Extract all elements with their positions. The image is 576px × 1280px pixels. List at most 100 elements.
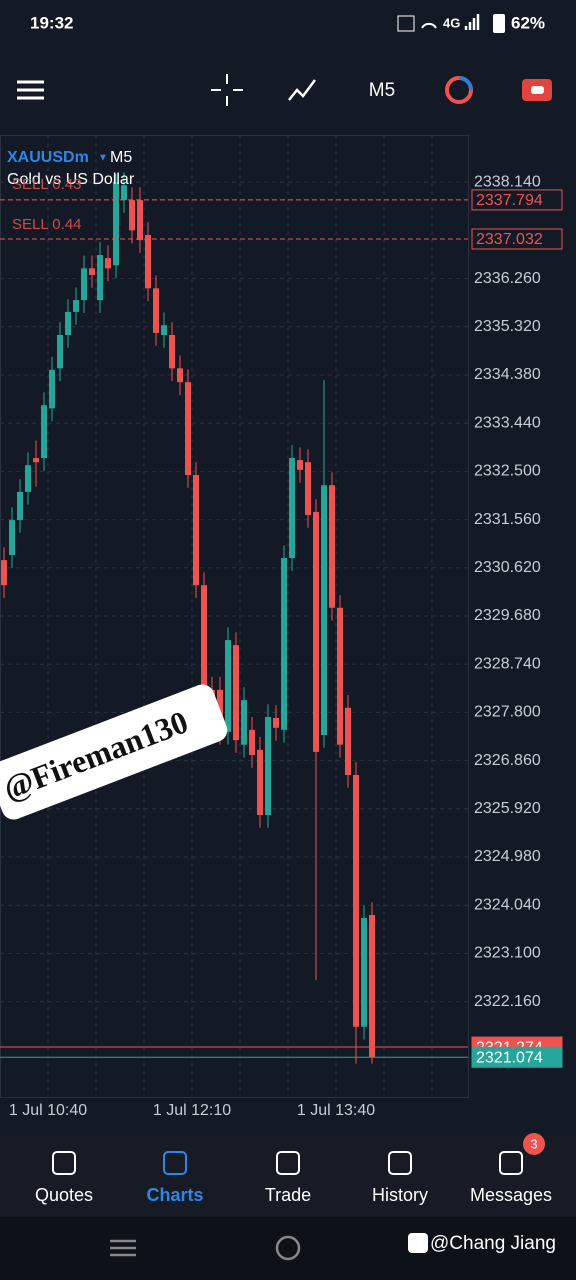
candle-body bbox=[145, 234, 151, 289]
candle-body bbox=[313, 511, 319, 752]
candle-body bbox=[305, 462, 311, 515]
x-tick-label: 1 Jul 10:40 bbox=[9, 1102, 87, 1119]
menu-button[interactable] bbox=[17, 80, 44, 100]
indicators-button[interactable] bbox=[288, 79, 316, 101]
nav-label[interactable]: Charts bbox=[146, 1185, 203, 1205]
candle-body bbox=[193, 474, 199, 586]
price-tag bbox=[471, 189, 563, 211]
candle-body bbox=[1, 560, 7, 586]
y-tick-label: 2332.500 bbox=[474, 463, 541, 480]
candle-body bbox=[121, 185, 127, 201]
y-tick-label: 2324.980 bbox=[474, 848, 541, 865]
network-type: 4G bbox=[443, 15, 460, 30]
nav-background bbox=[0, 1135, 576, 1217]
candle-body bbox=[281, 558, 287, 730]
y-tick-label: 2331.560 bbox=[474, 511, 541, 528]
candle-body bbox=[89, 268, 95, 275]
candle-body bbox=[25, 465, 31, 492]
y-tick-label: 2326.860 bbox=[474, 752, 541, 769]
y-tick-label: 2328.740 bbox=[474, 655, 541, 672]
y-tick-label: 2323.100 bbox=[474, 945, 541, 962]
nav-label[interactable]: Messages bbox=[470, 1185, 552, 1205]
battery-icon bbox=[493, 14, 505, 33]
watermark-group: @Fireman130 bbox=[0, 684, 228, 820]
symbol-caret: ▼ bbox=[98, 153, 108, 164]
candle-body bbox=[249, 729, 255, 755]
nav-icon bbox=[163, 1151, 187, 1175]
candle-body bbox=[73, 300, 79, 312]
candle-body bbox=[321, 485, 327, 735]
candle-body bbox=[361, 918, 367, 1027]
crosshair-button[interactable] bbox=[211, 74, 243, 106]
order-label: SELL 0.44 bbox=[12, 216, 82, 233]
watermark-badge bbox=[0, 684, 228, 820]
candle-body bbox=[273, 718, 279, 728]
candle-body bbox=[41, 405, 47, 459]
plot bbox=[0, 172, 468, 1064]
candle-body bbox=[161, 325, 167, 335]
status-time: 19:32 bbox=[30, 13, 73, 32]
candle-body bbox=[369, 914, 375, 1058]
candle-body bbox=[353, 774, 359, 1027]
price-tag-label: 2337.032 bbox=[476, 231, 543, 248]
price-tag bbox=[471, 228, 563, 250]
y-tick-label: 2330.620 bbox=[474, 559, 541, 576]
timeframe-button[interactable]: M5 bbox=[369, 80, 395, 101]
candle-body bbox=[257, 749, 263, 815]
candle-body bbox=[65, 311, 71, 335]
candle-body bbox=[81, 268, 87, 301]
candle-body bbox=[345, 707, 351, 775]
bottom-nav: Quotes Charts Trade History Messages 3 bbox=[0, 1133, 576, 1217]
price-tag-label: 2321.074 bbox=[476, 1050, 543, 1067]
y-tick-label: 2333.440 bbox=[474, 414, 541, 431]
candle-body bbox=[169, 334, 175, 369]
nav-icon bbox=[388, 1151, 412, 1175]
nav-icon bbox=[499, 1151, 523, 1175]
candle-body bbox=[225, 640, 231, 732]
volte-icon bbox=[397, 15, 415, 32]
symbol[interactable]: XAUUSDm bbox=[7, 149, 89, 166]
chart-timeframe: M5 bbox=[110, 149, 132, 166]
candle-body bbox=[329, 485, 335, 608]
battery-level: 62% bbox=[511, 13, 545, 32]
candle-body bbox=[33, 458, 39, 463]
facebook-icon bbox=[408, 1233, 428, 1253]
x-tick-label: 1 Jul 13:40 bbox=[297, 1102, 375, 1119]
candle-body bbox=[265, 717, 271, 815]
y-tick-label: 2336.260 bbox=[474, 270, 541, 287]
candle-body bbox=[297, 460, 303, 470]
candle-body bbox=[49, 369, 55, 409]
y-tick-label: 2324.040 bbox=[474, 896, 541, 913]
price-tag bbox=[471, 1046, 563, 1068]
nav-label[interactable]: Quotes bbox=[35, 1185, 93, 1205]
nav-label[interactable]: History bbox=[372, 1185, 428, 1205]
candle-body bbox=[129, 200, 135, 231]
badge-count: 3 bbox=[530, 1136, 537, 1151]
y-tick-label: 2334.380 bbox=[474, 366, 541, 383]
candle-body bbox=[153, 288, 159, 333]
y-tick-label: 2325.920 bbox=[474, 800, 541, 817]
y-tick-label: 2329.680 bbox=[474, 607, 541, 624]
nav-label[interactable]: Trade bbox=[265, 1185, 311, 1205]
candle-body bbox=[9, 520, 15, 555]
candle-body bbox=[17, 491, 23, 521]
signal-icon bbox=[464, 14, 480, 30]
candle-body bbox=[241, 700, 247, 745]
nav-icon bbox=[52, 1151, 76, 1175]
y-tick-label: 2327.800 bbox=[474, 704, 541, 721]
home-button[interactable] bbox=[275, 1235, 301, 1261]
badge bbox=[523, 1133, 545, 1155]
candle-body bbox=[289, 458, 295, 559]
candle-body bbox=[105, 258, 111, 269]
candle-body bbox=[201, 585, 207, 690]
y-tick-label: 2338.140 bbox=[474, 173, 541, 190]
candle-body bbox=[57, 334, 63, 369]
order-label: SELL 0.43 bbox=[12, 176, 82, 193]
recents-button[interactable] bbox=[110, 1239, 136, 1257]
objects-accent bbox=[458, 76, 473, 91]
candle-body bbox=[137, 200, 143, 241]
candle-body bbox=[337, 607, 343, 745]
candle-body bbox=[97, 254, 103, 301]
